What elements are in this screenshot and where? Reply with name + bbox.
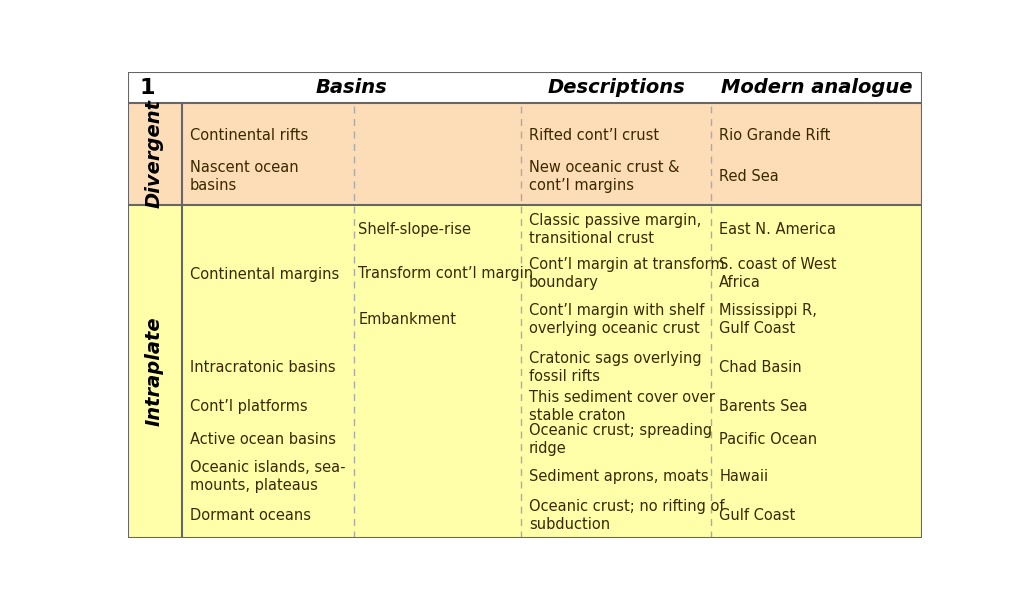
Text: S. coast of West
Africa: S. coast of West Africa bbox=[719, 257, 837, 290]
Text: Descriptions: Descriptions bbox=[547, 78, 685, 97]
Text: Embankment: Embankment bbox=[358, 312, 456, 327]
Text: Oceanic crust; no rifting of
subduction: Oceanic crust; no rifting of subduction bbox=[528, 500, 724, 533]
Bar bbox=[128, 72, 922, 103]
Text: Continental rifts: Continental rifts bbox=[189, 128, 308, 143]
Text: Active ocean basins: Active ocean basins bbox=[189, 432, 336, 447]
Text: Pacific Ocean: Pacific Ocean bbox=[719, 432, 817, 447]
Text: Intracratonic basins: Intracratonic basins bbox=[189, 361, 336, 376]
Text: Cont’l margin at transform
boundary: Cont’l margin at transform boundary bbox=[528, 257, 724, 290]
Text: Divergent: Divergent bbox=[144, 100, 164, 208]
Text: Dormant oceans: Dormant oceans bbox=[189, 509, 311, 524]
Text: East N. America: East N. America bbox=[719, 222, 837, 237]
Text: 1: 1 bbox=[140, 77, 156, 98]
Text: Cont’l margin with shelf
overlying oceanic crust: Cont’l margin with shelf overlying ocean… bbox=[528, 303, 705, 336]
Text: Shelf-slope-rise: Shelf-slope-rise bbox=[358, 222, 471, 237]
Text: Intraplate: Intraplate bbox=[144, 316, 164, 426]
Text: Oceanic crust; spreading
ridge: Oceanic crust; spreading ridge bbox=[528, 423, 712, 456]
Bar bbox=[128, 205, 922, 538]
Text: Basins: Basins bbox=[315, 78, 387, 97]
Text: Sediment aprons, moats: Sediment aprons, moats bbox=[528, 469, 709, 484]
Bar bbox=[128, 103, 922, 205]
Text: Mississippi R,
Gulf Coast: Mississippi R, Gulf Coast bbox=[719, 303, 817, 336]
Text: Nascent ocean
basins: Nascent ocean basins bbox=[189, 160, 299, 193]
Text: Chad Basin: Chad Basin bbox=[719, 361, 802, 376]
Text: Rifted cont’l crust: Rifted cont’l crust bbox=[528, 128, 658, 143]
Text: Classic passive margin,
transitional crust: Classic passive margin, transitional cru… bbox=[528, 213, 701, 246]
Text: Modern analogue: Modern analogue bbox=[721, 78, 912, 97]
Text: Gulf Coast: Gulf Coast bbox=[719, 509, 796, 524]
Text: Rio Grande Rift: Rio Grande Rift bbox=[719, 128, 830, 143]
Text: New oceanic crust &
cont’l margins: New oceanic crust & cont’l margins bbox=[528, 160, 679, 193]
Text: Oceanic islands, sea-
mounts, plateaus: Oceanic islands, sea- mounts, plateaus bbox=[189, 460, 345, 492]
Text: Red Sea: Red Sea bbox=[719, 169, 779, 184]
Text: Barents Sea: Barents Sea bbox=[719, 399, 808, 414]
Text: This sediment cover over
stable craton: This sediment cover over stable craton bbox=[528, 390, 715, 423]
Text: Transform cont’l margin: Transform cont’l margin bbox=[358, 266, 534, 281]
Text: Hawaii: Hawaii bbox=[719, 469, 768, 484]
Text: Cont’l platforms: Cont’l platforms bbox=[189, 399, 307, 414]
Text: Cratonic sags overlying
fossil rifts: Cratonic sags overlying fossil rifts bbox=[528, 352, 701, 385]
Text: Continental margins: Continental margins bbox=[189, 268, 339, 282]
